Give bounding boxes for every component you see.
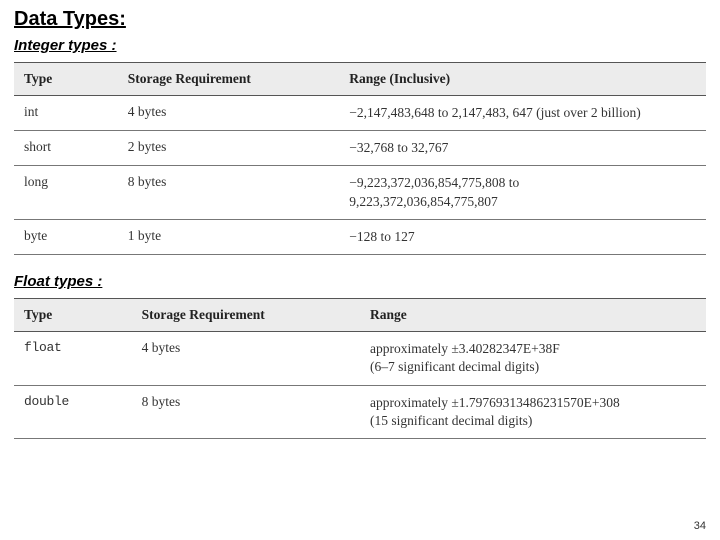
cell-type: short <box>14 131 118 166</box>
col-header-type: Type <box>14 299 132 332</box>
cell-storage: 4 bytes <box>132 332 360 385</box>
float-types-table: Type Storage Requirement Range float 4 b… <box>14 298 706 439</box>
page-title: Data Types: <box>14 8 706 31</box>
cell-range: −32,768 to 32,767 <box>339 131 706 166</box>
cell-storage: 4 bytes <box>118 96 339 131</box>
cell-range: approximately ±1.79769313486231570E+308 … <box>360 385 706 438</box>
col-header-storage: Storage Requirement <box>118 63 339 96</box>
table-header-row: Type Storage Requirement Range (Inclusiv… <box>14 63 706 96</box>
cell-range: approximately ±3.40282347E+38F (6–7 sign… <box>360 332 706 385</box>
table-row: short 2 bytes −32,768 to 32,767 <box>14 131 706 166</box>
section-heading-float: Float types : <box>14 273 706 290</box>
cell-range: −9,223,372,036,854,775,808 to 9,223,372,… <box>339 166 706 219</box>
cell-range: −128 to 127 <box>339 219 706 254</box>
table-row: int 4 bytes −2,147,483,648 to 2,147,483,… <box>14 96 706 131</box>
col-header-range: Range (Inclusive) <box>339 63 706 96</box>
page-number: 34 <box>694 520 706 532</box>
table-row: float 4 bytes approximately ±3.40282347E… <box>14 332 706 385</box>
section-heading-integer: Integer types : <box>14 37 706 54</box>
table-header-row: Type Storage Requirement Range <box>14 299 706 332</box>
col-header-range: Range <box>360 299 706 332</box>
cell-type: int <box>14 96 118 131</box>
cell-storage: 1 byte <box>118 219 339 254</box>
cell-type: long <box>14 166 118 219</box>
table-row: byte 1 byte −128 to 127 <box>14 219 706 254</box>
cell-type: float <box>14 332 132 385</box>
cell-storage: 2 bytes <box>118 131 339 166</box>
col-header-type: Type <box>14 63 118 96</box>
cell-storage: 8 bytes <box>132 385 360 438</box>
integer-types-table: Type Storage Requirement Range (Inclusiv… <box>14 62 706 255</box>
cell-range: −2,147,483,648 to 2,147,483, 647 (just o… <box>339 96 706 131</box>
cell-type: double <box>14 385 132 438</box>
col-header-storage: Storage Requirement <box>132 299 360 332</box>
cell-storage: 8 bytes <box>118 166 339 219</box>
table-row: double 8 bytes approximately ±1.79769313… <box>14 385 706 438</box>
table-row: long 8 bytes −9,223,372,036,854,775,808 … <box>14 166 706 219</box>
cell-type: byte <box>14 219 118 254</box>
